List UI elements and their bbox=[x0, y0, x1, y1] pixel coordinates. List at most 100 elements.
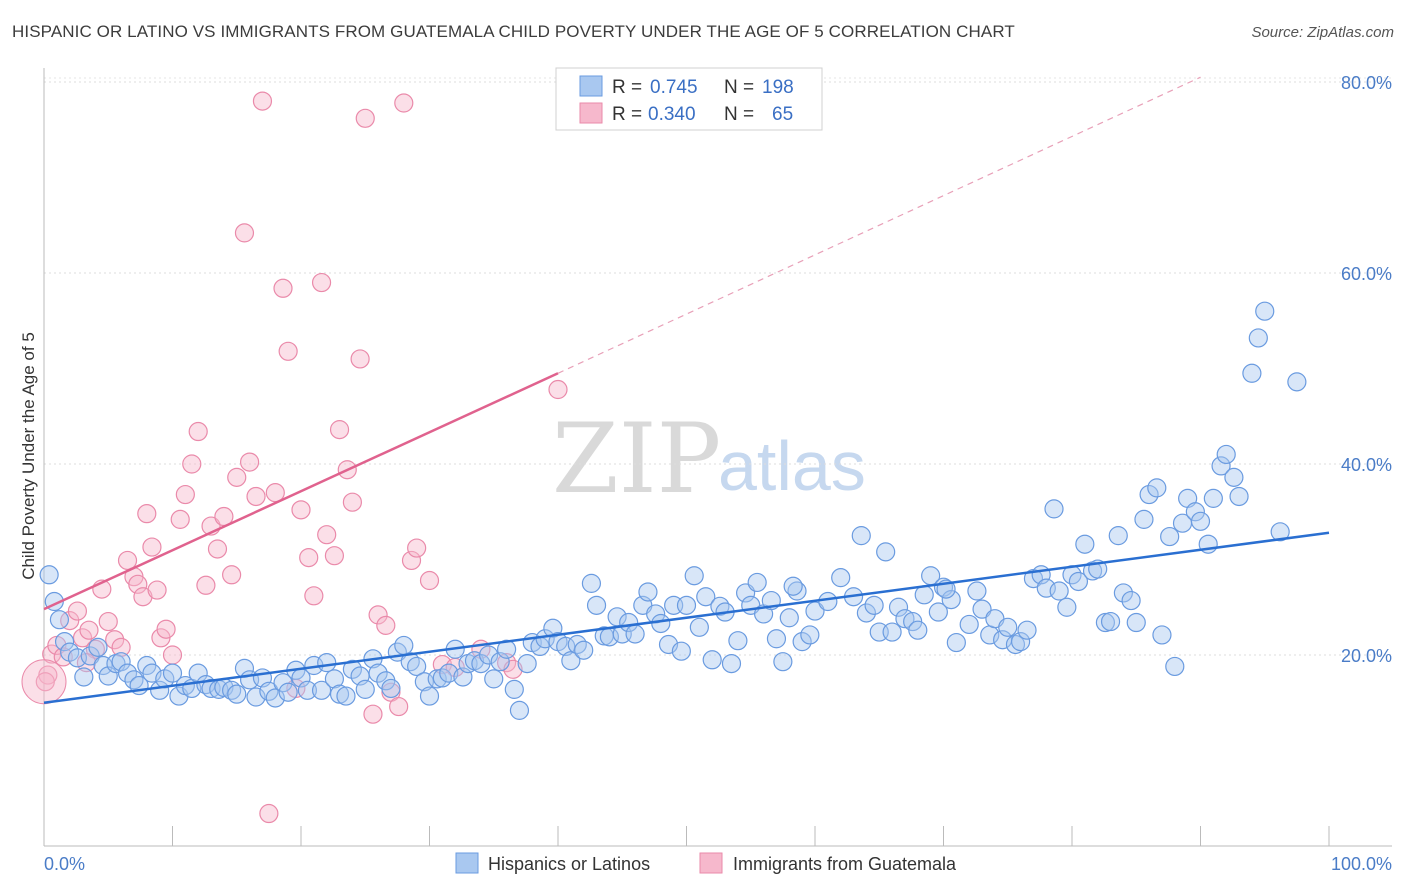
hispanic-point-155 bbox=[1057, 597, 1077, 617]
hispanic-point-44 bbox=[317, 653, 337, 673]
legend-n-value-blue: 198 bbox=[762, 77, 794, 98]
hispanic-point-124 bbox=[851, 526, 871, 546]
hispanic-trend-line bbox=[43, 531, 1330, 704]
hispanic-point-37 bbox=[273, 673, 293, 693]
hispanic-point-131 bbox=[895, 609, 915, 629]
guatemala-point-4 bbox=[60, 611, 80, 631]
hispanic-point-121 bbox=[818, 591, 838, 612]
hispanic-point-120 bbox=[805, 601, 825, 621]
hispanic-point-122 bbox=[831, 568, 851, 588]
legend-swatch-pink bbox=[579, 102, 603, 124]
guatemala-point-60 bbox=[407, 538, 427, 558]
hispanic-point-175 bbox=[1185, 502, 1205, 522]
hispanic-point-176 bbox=[1190, 511, 1211, 531]
guatemala-point-25 bbox=[182, 454, 202, 474]
hispanic-point-179 bbox=[1211, 456, 1231, 476]
guatemala-point-50 bbox=[342, 492, 362, 512]
guatemala-point-35 bbox=[246, 486, 266, 507]
guatemala-point-32 bbox=[227, 467, 247, 487]
hispanic-point-96 bbox=[651, 613, 671, 634]
hispanic-point-142 bbox=[972, 599, 992, 619]
hispanic-point-82 bbox=[561, 651, 581, 671]
guatemala-point-7 bbox=[79, 620, 99, 640]
hispanic-point-154 bbox=[1049, 581, 1069, 601]
guatemala-point-61 bbox=[419, 570, 440, 591]
hispanic-point-72 bbox=[497, 639, 517, 659]
hispanic-point-169 bbox=[1147, 478, 1167, 498]
hispanic-point-136 bbox=[928, 602, 948, 622]
guatemala-point-17 bbox=[137, 504, 157, 524]
series-legend: Hispanics or Latinos Immigrants from Gua… bbox=[455, 852, 957, 874]
guatemala-point-42 bbox=[291, 500, 311, 520]
guatemala-point-46 bbox=[317, 525, 337, 545]
y-axis-title: Child Poverty Under the Age of 5 bbox=[19, 332, 38, 580]
watermark-atlas: atlas bbox=[718, 427, 866, 505]
guatemala-point-24 bbox=[175, 484, 195, 505]
hispanic-point-189 bbox=[783, 576, 803, 596]
hispanic-point-181 bbox=[1224, 467, 1244, 487]
guatemala-point-21 bbox=[156, 619, 176, 639]
guatemala-point-51 bbox=[350, 349, 370, 369]
hispanic-point-103 bbox=[696, 587, 716, 607]
hispanic-point-73 bbox=[504, 679, 524, 699]
guatemala-point-57 bbox=[389, 696, 409, 717]
guatemala-point-22 bbox=[162, 645, 183, 665]
hispanic-point-128 bbox=[876, 542, 896, 562]
hispanic-point-165 bbox=[1121, 590, 1141, 611]
hispanic-point-85 bbox=[581, 573, 602, 593]
hispanic-point-107 bbox=[721, 653, 742, 674]
guatemala-point-10 bbox=[98, 611, 118, 632]
hispanic-point-3 bbox=[54, 632, 75, 652]
guatemala-point-33 bbox=[234, 223, 255, 243]
guatemala-point-47 bbox=[324, 546, 345, 566]
guatemala-point-66 bbox=[548, 379, 568, 400]
guatemala-trend-line bbox=[43, 372, 559, 611]
guatemala-point-52 bbox=[355, 108, 375, 128]
source-label: Source: ZipAtlas.com bbox=[1251, 24, 1394, 41]
y-tick-label-0: 20.0% bbox=[1341, 646, 1392, 666]
hispanic-point-6 bbox=[74, 667, 94, 687]
hispanic-point-119 bbox=[800, 625, 820, 645]
hispanic-point-2 bbox=[49, 610, 70, 630]
hispanic-point-20 bbox=[162, 663, 183, 683]
grid-lines bbox=[44, 77, 1392, 656]
guatemala-point-45 bbox=[311, 272, 332, 293]
hispanic-point-148 bbox=[1010, 632, 1031, 652]
hispanic-point-43 bbox=[311, 680, 332, 700]
hispanic-point-164 bbox=[1113, 583, 1134, 603]
hispanic-point-184 bbox=[1248, 328, 1268, 348]
guatemala-point-15 bbox=[128, 574, 148, 594]
hispanic-point-125 bbox=[856, 603, 877, 623]
hispanic-point-138 bbox=[941, 590, 961, 610]
guatemala-point-34 bbox=[240, 452, 260, 472]
hispanic-point-153 bbox=[1044, 499, 1064, 519]
hispanic-point-14 bbox=[124, 670, 144, 690]
hispanic-point-115 bbox=[773, 652, 793, 672]
guatemala-point-6 bbox=[72, 628, 93, 648]
series-legend-swatch-hispanic bbox=[455, 852, 479, 874]
guatemala-point-27 bbox=[196, 575, 216, 595]
hispanic-point-185 bbox=[1255, 301, 1275, 321]
hispanic-point-172 bbox=[1165, 656, 1185, 677]
guatemala-point-43 bbox=[299, 547, 319, 568]
guatemala-point-26 bbox=[188, 421, 208, 442]
hispanic-point-8 bbox=[88, 637, 108, 657]
hispanic-point-171 bbox=[1160, 526, 1180, 547]
hispanic-point-52 bbox=[368, 663, 388, 683]
hispanic-point-116 bbox=[779, 608, 799, 628]
hispanic-point-108 bbox=[728, 631, 748, 651]
hispanic-point-105 bbox=[710, 596, 730, 616]
hispanic-point-147 bbox=[1005, 634, 1026, 655]
hispanic-point-139 bbox=[946, 632, 966, 653]
legend-n-value-pink: 65 bbox=[772, 104, 793, 125]
y-tick-label-3: 80.0% bbox=[1341, 73, 1392, 93]
hispanic-point-71 bbox=[490, 652, 510, 672]
hispanic-point-162 bbox=[1100, 611, 1121, 632]
hispanic-point-92 bbox=[625, 624, 645, 644]
hispanic-point-45 bbox=[324, 669, 345, 689]
hispanic-points bbox=[39, 301, 1307, 720]
hispanic-point-102 bbox=[689, 617, 709, 637]
hispanic-point-48 bbox=[342, 659, 362, 679]
watermark-zip: ZIP bbox=[552, 403, 721, 515]
hispanic-point-74 bbox=[509, 700, 530, 720]
